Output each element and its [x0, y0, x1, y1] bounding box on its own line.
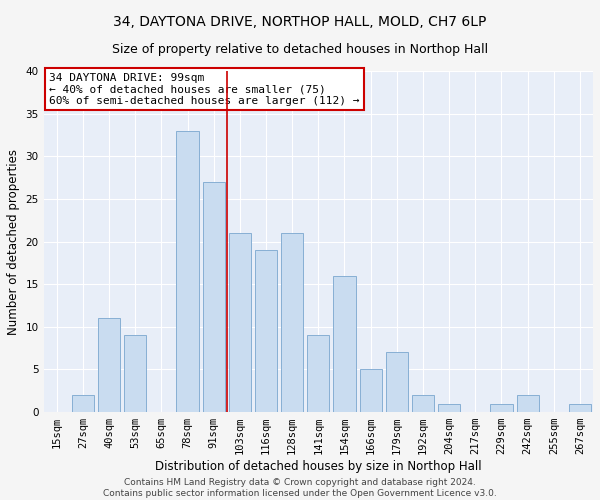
X-axis label: Distribution of detached houses by size in Northop Hall: Distribution of detached houses by size … [155, 460, 482, 473]
Bar [72, 395, 94, 412]
Bar [229, 233, 251, 412]
Bar [98, 318, 120, 412]
Bar [386, 352, 408, 412]
Bar [124, 336, 146, 412]
Bar [255, 250, 277, 412]
Y-axis label: Number of detached properties: Number of detached properties [7, 148, 20, 334]
Bar [307, 336, 329, 412]
Bar [517, 395, 539, 412]
Text: 34, DAYTONA DRIVE, NORTHOP HALL, MOLD, CH7 6LP: 34, DAYTONA DRIVE, NORTHOP HALL, MOLD, C… [113, 15, 487, 29]
Text: 34 DAYTONA DRIVE: 99sqm
← 40% of detached houses are smaller (75)
60% of semi-de: 34 DAYTONA DRIVE: 99sqm ← 40% of detache… [49, 72, 359, 106]
Text: Size of property relative to detached houses in Northop Hall: Size of property relative to detached ho… [112, 42, 488, 56]
Bar [490, 404, 512, 412]
Bar [438, 404, 460, 412]
Bar [569, 404, 591, 412]
Text: Contains HM Land Registry data © Crown copyright and database right 2024.
Contai: Contains HM Land Registry data © Crown c… [103, 478, 497, 498]
Bar [334, 276, 356, 412]
Bar [176, 130, 199, 412]
Bar [359, 370, 382, 412]
Bar [281, 233, 303, 412]
Bar [412, 395, 434, 412]
Bar [203, 182, 225, 412]
